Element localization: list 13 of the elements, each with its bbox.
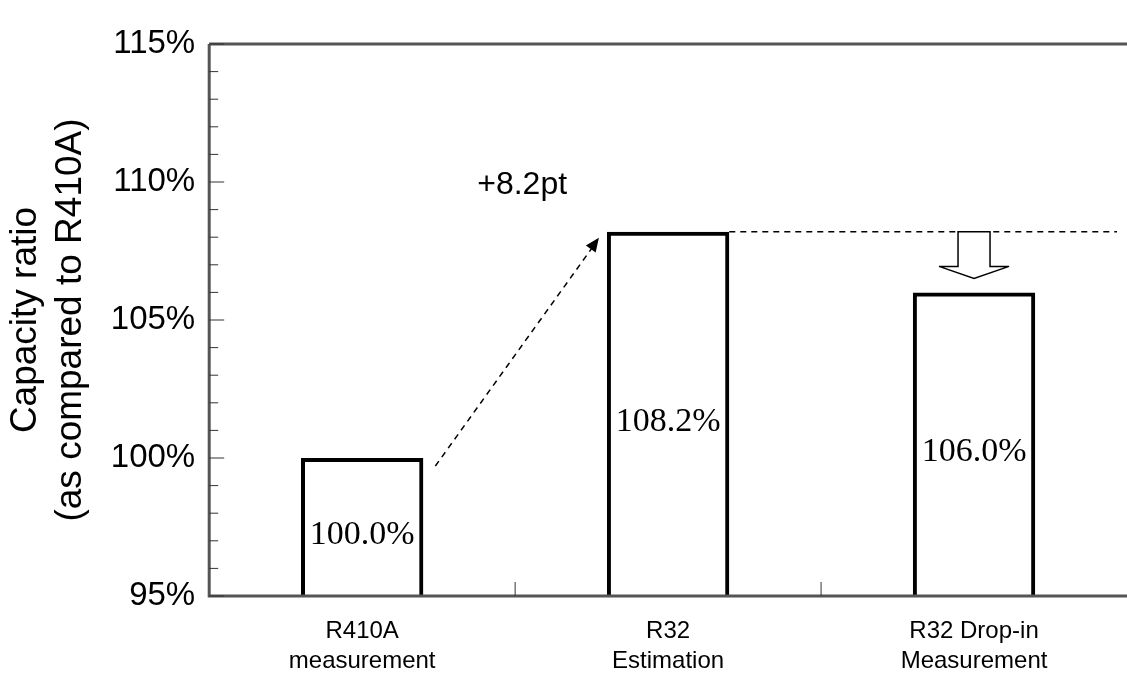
x-tick-label: R32 Estimation xyxy=(612,615,725,673)
data-label: 108.2% xyxy=(615,400,721,438)
data-label: 100.0% xyxy=(309,513,415,551)
x-tick-label: R32 Drop-in Measurement xyxy=(900,615,1048,673)
y-axis-title: Capacity ratio (as compared to R410A) xyxy=(3,118,89,522)
x-tick-label: R410A measurement xyxy=(288,615,436,673)
annotation: +8.2pt xyxy=(477,164,568,201)
y-tick-label: 100% xyxy=(110,437,196,475)
data-label: 106.0% xyxy=(921,431,1027,469)
y-tick-label: 105% xyxy=(110,299,196,337)
y-tick-label: 115% xyxy=(113,23,196,61)
y-tick-label: 110% xyxy=(113,161,196,199)
y-tick-label: 95% xyxy=(129,575,196,613)
